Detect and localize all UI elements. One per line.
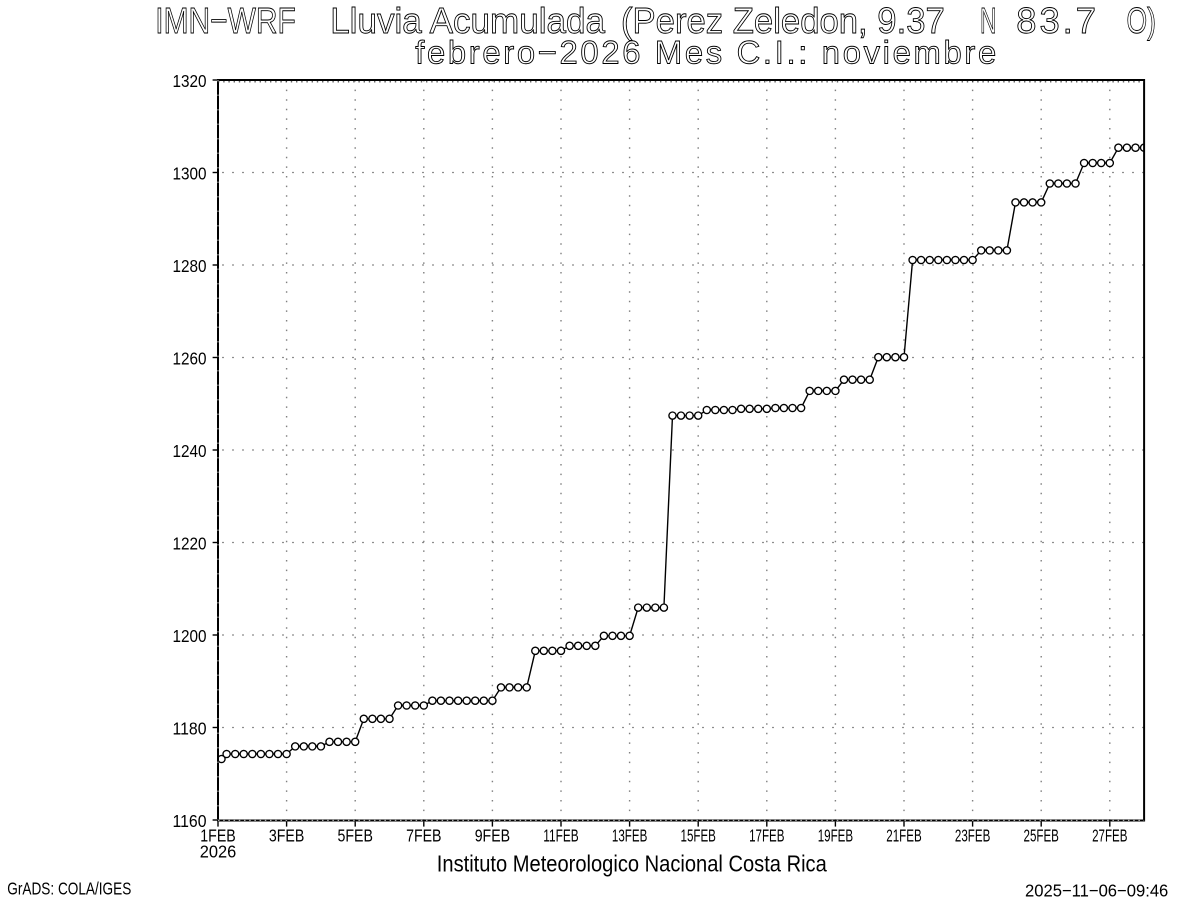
svg-text:1240: 1240: [173, 441, 207, 461]
svg-text:9FEB: 9FEB: [475, 826, 510, 846]
svg-text:N: N: [980, 0, 997, 41]
svg-text:1180: 1180: [173, 719, 207, 739]
svg-text:2026: 2026: [200, 841, 237, 861]
svg-text:1320: 1320: [173, 71, 207, 91]
svg-text:19FEB: 19FEB: [818, 826, 853, 846]
svg-text:1260: 1260: [173, 349, 207, 369]
svg-text:3FEB: 3FEB: [269, 826, 304, 846]
svg-text:1200: 1200: [173, 626, 207, 646]
svg-text:Lluvia Acumulada: Lluvia Acumulada: [330, 0, 606, 41]
svg-text:27FEB: 27FEB: [1092, 826, 1127, 846]
svg-text:15FEB: 15FEB: [681, 826, 716, 846]
svg-text:(Perez Zeledon, 9.37: (Perez Zeledon, 9.37: [621, 0, 945, 41]
svg-text:1220: 1220: [173, 534, 207, 554]
svg-text:1300: 1300: [173, 164, 207, 184]
svg-text:7FEB: 7FEB: [406, 826, 441, 846]
svg-text:25FEB: 25FEB: [1024, 826, 1059, 846]
svg-text:1280: 1280: [173, 256, 207, 276]
svg-text:GrADS: COLA/IGES: GrADS: COLA/IGES: [7, 878, 131, 898]
svg-text:2025−11−06−09:46: 2025−11−06−09:46: [1025, 881, 1168, 900]
svg-text:13FEB: 13FEB: [612, 826, 647, 846]
svg-text:23FEB: 23FEB: [955, 826, 990, 846]
svg-text:83.7: 83.7: [1016, 0, 1096, 41]
svg-text:17FEB: 17FEB: [749, 826, 784, 846]
svg-text:11FEB: 11FEB: [543, 826, 578, 846]
svg-text:21FEB: 21FEB: [886, 826, 921, 846]
svg-text:1FEB: 1FEB: [200, 826, 235, 846]
svg-text:febrero−2026 Mes C.I.: noviemb: febrero−2026 Mes C.I.: noviembre: [415, 33, 996, 70]
svg-text:5FEB: 5FEB: [338, 826, 373, 846]
svg-text:IMN−WRF: IMN−WRF: [155, 0, 295, 41]
svg-text:1160: 1160: [173, 811, 207, 831]
svg-text:Instituto Meteorologico Nacion: Instituto Meteorologico Nacional Costa R…: [437, 850, 827, 876]
svg-text:O): O): [1127, 0, 1157, 41]
